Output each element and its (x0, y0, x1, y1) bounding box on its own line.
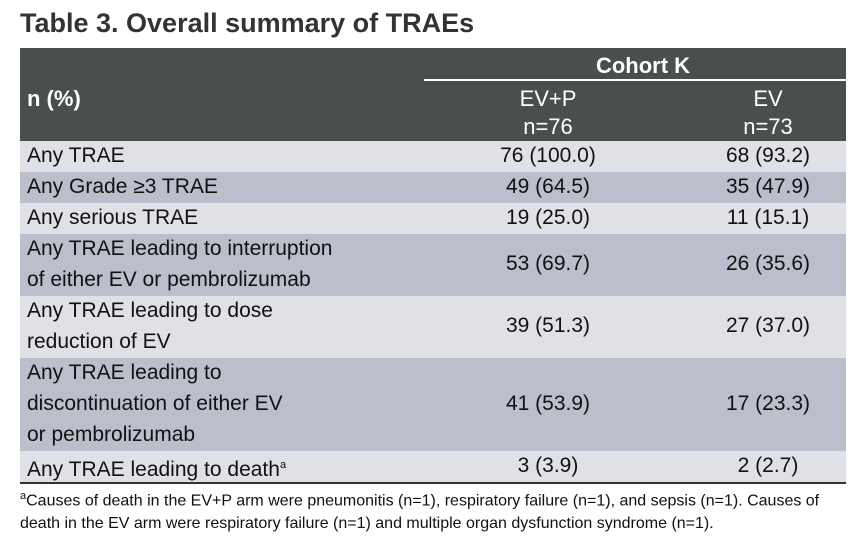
cell-value: 11 (15.1) (726, 205, 810, 229)
cell-value: 49 (64.5) (505, 174, 591, 198)
table-title: Table 3. Overall summary of TRAEs (20, 8, 475, 38)
row-header: n (%) (27, 86, 81, 111)
row-label: Any Grade ≥3 TRAE (27, 171, 218, 202)
cell-value: 41 (53.9) (505, 391, 591, 415)
row-label-text: Any TRAE leading to (27, 361, 222, 384)
row-label-line: Any serious TRAE (27, 202, 198, 233)
table-row: Any TRAE leading to discontinuation of ei… (20, 358, 846, 451)
footnote-mark: a (20, 490, 27, 502)
table-row: Any TRAE 76 (100.0) 68 (93.2) (20, 141, 846, 172)
column-header: EV+P (519, 86, 577, 111)
table-row: Any TRAE leading to deatha 3 (3.9) 2 (2.7) (20, 451, 846, 482)
row-label-text: Any serious TRAE (27, 206, 199, 229)
table-rule (20, 482, 846, 484)
cell-value: 35 (47.9) (725, 174, 811, 198)
row-label-line: of either EV or pembrolizumab (27, 264, 332, 295)
row-label-line: Any TRAE leading to deatha (27, 450, 286, 485)
row-label-text: Any TRAE leading to dose (27, 299, 273, 322)
row-label-text: Any Grade ≥3 TRAE (27, 175, 218, 198)
column-n: n=73 (743, 114, 793, 139)
cell-value: 3 (3.9) (517, 453, 579, 477)
cell-value: 76 (100.0) (500, 143, 596, 167)
row-label-line: Any TRAE leading to dose (27, 295, 273, 326)
row-label: Any TRAE (27, 140, 125, 171)
footnote: aCauses of death in the EV+P arm were pn… (20, 485, 830, 535)
table-body: Any TRAE 76 (100.0) 68 (93.2) Any Grade ≥3 … (20, 141, 846, 482)
row-label-line: Any Grade ≥3 TRAE (27, 171, 218, 202)
cell-value: 19 (25.0) (505, 205, 591, 229)
row-label-line: discontinuation of either EV (27, 388, 283, 419)
table-row: Any TRAE leading to interruption of eithe… (20, 234, 846, 296)
row-label-text: discontinuation of either EV (27, 392, 283, 415)
table-header: n (%) Cohort K EV+P n=76 EV n=73 (20, 48, 846, 141)
cell-value: 17 (23.3) (725, 391, 811, 415)
cell-value: 27 (37.0) (725, 314, 811, 337)
note-mark: a (279, 459, 287, 471)
row-label-text: or pembrolizumab (27, 423, 196, 446)
table-row: Any serious TRAE 19 (25.0) 11 (15.1) (20, 203, 846, 234)
table-row: Any TRAE leading to dose reduction of EV 3… (20, 296, 846, 358)
table-row: Any Grade ≥3 TRAE 49 (64.5) 35 (47.9) (20, 172, 846, 203)
row-label-text: Any TRAE leading to death (27, 458, 280, 481)
row-label: Any serious TRAE (27, 202, 198, 233)
column-header: EV (753, 86, 783, 111)
group-header: Cohort K (595, 53, 691, 78)
column-n: n=76 (523, 114, 573, 139)
row-label-line: Any TRAE (27, 140, 125, 171)
row-label-line: Any TRAE leading to interruption (27, 233, 332, 264)
row-label: Any TRAE leading to interruption of eithe… (27, 233, 332, 295)
group-rule (424, 79, 846, 81)
row-label-line: Any TRAE leading to (27, 357, 283, 388)
footnote-text: Causes of death in the EV+P arm were pne… (20, 492, 820, 532)
row-label: Any TRAE leading to discontinuation of ei… (27, 357, 283, 450)
cell-value: 26 (35.6) (725, 252, 811, 275)
row-label: Any TRAE leading to dose reduction of EV (27, 295, 273, 357)
row-label-text: reduction of EV (27, 330, 171, 353)
cell-value: 2 (2.7) (737, 453, 799, 477)
row-label-line: or pembrolizumab (27, 419, 283, 450)
row-label: Any TRAE leading to deatha (27, 450, 286, 485)
row-label-text: Any TRAE (27, 144, 125, 167)
cell-value: 53 (69.7) (505, 252, 591, 275)
cell-value: 39 (51.3) (505, 314, 591, 337)
row-label-line: reduction of EV (27, 326, 273, 357)
row-label-text: of either EV or pembrolizumab (27, 268, 311, 291)
row-label-text: Any TRAE leading to interruption (27, 237, 333, 260)
cell-value: 68 (93.2) (725, 143, 811, 167)
